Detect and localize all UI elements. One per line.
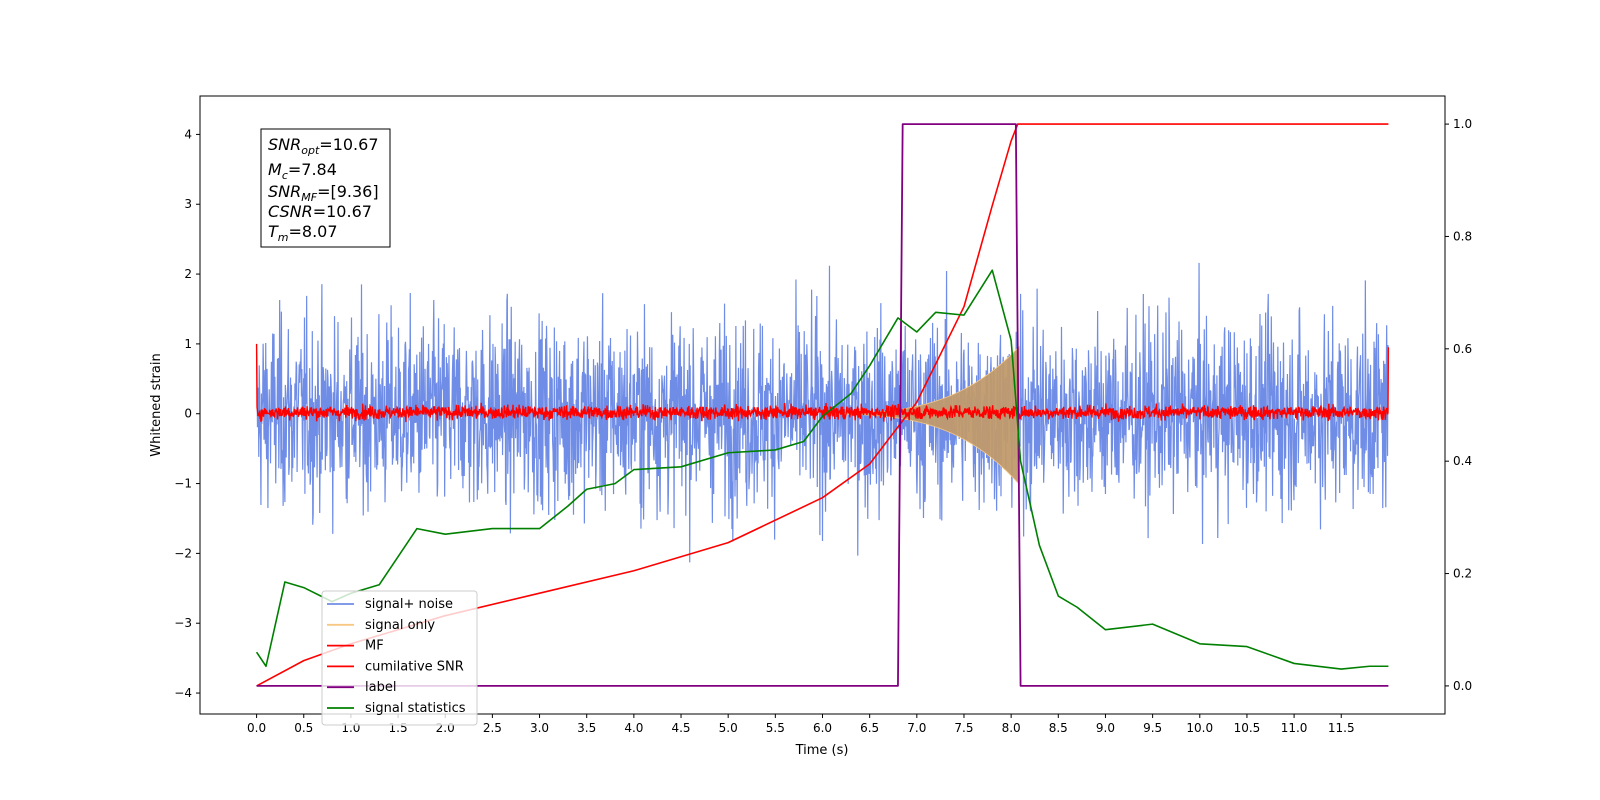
x-tick-label: 0.0 xyxy=(247,721,266,735)
x-tick-label: 4.0 xyxy=(624,721,643,735)
y2-tick-label: 0.4 xyxy=(1453,454,1472,468)
y-tick-label: −1 xyxy=(174,477,192,491)
x-tick-label: 8.5 xyxy=(1049,721,1068,735)
series-label xyxy=(256,123,1389,687)
annotation-tm: Tm=8.07 xyxy=(268,222,338,244)
x-tick-label: 3.5 xyxy=(577,721,596,735)
y2-tick-label: 0.0 xyxy=(1453,679,1472,693)
x-tick-label: 4.5 xyxy=(671,721,690,735)
y-tick-label: 4 xyxy=(184,127,192,141)
x-tick-label: 7.0 xyxy=(907,721,926,735)
legend-label: signal only xyxy=(365,618,435,633)
x-tick-label: 6.0 xyxy=(813,721,832,735)
x-tick-label: 6.5 xyxy=(860,721,879,735)
legend-label: MF xyxy=(365,639,384,654)
x-tick-label: 3.0 xyxy=(530,721,549,735)
x-axis-label: Time (s) xyxy=(795,743,849,758)
x-tick-label: 8.0 xyxy=(1002,721,1021,735)
y-tick-label: 2 xyxy=(184,267,192,281)
x-tick-label: 5.0 xyxy=(719,721,738,735)
y-axis-label: Whitened strain xyxy=(149,353,164,456)
x-tick-label: 11.5 xyxy=(1328,721,1355,735)
y-tick-label: 3 xyxy=(184,197,192,211)
y2-tick-label: 0.2 xyxy=(1453,567,1472,581)
x-tick-label: 2.5 xyxy=(483,721,502,735)
x-tick-label: 9.5 xyxy=(1143,721,1162,735)
series-signal-noise xyxy=(255,262,1390,563)
x-tick-label: 11.0 xyxy=(1281,721,1308,735)
y2-tick-label: 1.0 xyxy=(1453,117,1472,131)
y-tick-label: −4 xyxy=(174,686,192,700)
legend-label: signal+ noise xyxy=(365,597,453,612)
legend-label: cumilative SNR xyxy=(365,659,464,674)
annotation-snr-opt: SNRopt=10.67 xyxy=(268,135,379,157)
annotation-csnr: CSNR=10.67 xyxy=(268,202,372,221)
x-tick-label: 7.5 xyxy=(954,721,973,735)
x-tick-label: 0.5 xyxy=(294,721,313,735)
y-tick-label: −3 xyxy=(174,616,192,630)
legend-label: label xyxy=(365,680,396,695)
y2-tick-label: 0.8 xyxy=(1453,229,1472,243)
y-tick-label: −2 xyxy=(174,546,192,560)
x-tick-label: 5.5 xyxy=(766,721,785,735)
series-mf xyxy=(255,343,1390,423)
x-tick-label: 9.0 xyxy=(1096,721,1115,735)
legend-label: signal statistics xyxy=(365,701,466,716)
annotation-snr-mf: SNRMF=[9.36] xyxy=(268,182,379,204)
annotation-box: SNRopt=10.67 Mc=7.84 SNRMF=[9.36] CSNR=1… xyxy=(260,128,391,248)
x-tick-label: 10.0 xyxy=(1186,721,1213,735)
x-tick-label: 10.5 xyxy=(1234,721,1261,735)
y-tick-label: 1 xyxy=(184,337,192,351)
legend: signal+ noise signal only MF cumilative SNR… xyxy=(321,590,478,726)
y2-tick-label: 0.6 xyxy=(1453,342,1472,356)
annotation-mc: Mc=7.84 xyxy=(268,160,337,182)
y-tick-label: 0 xyxy=(184,407,192,421)
series-signal-statistics xyxy=(255,269,1389,670)
